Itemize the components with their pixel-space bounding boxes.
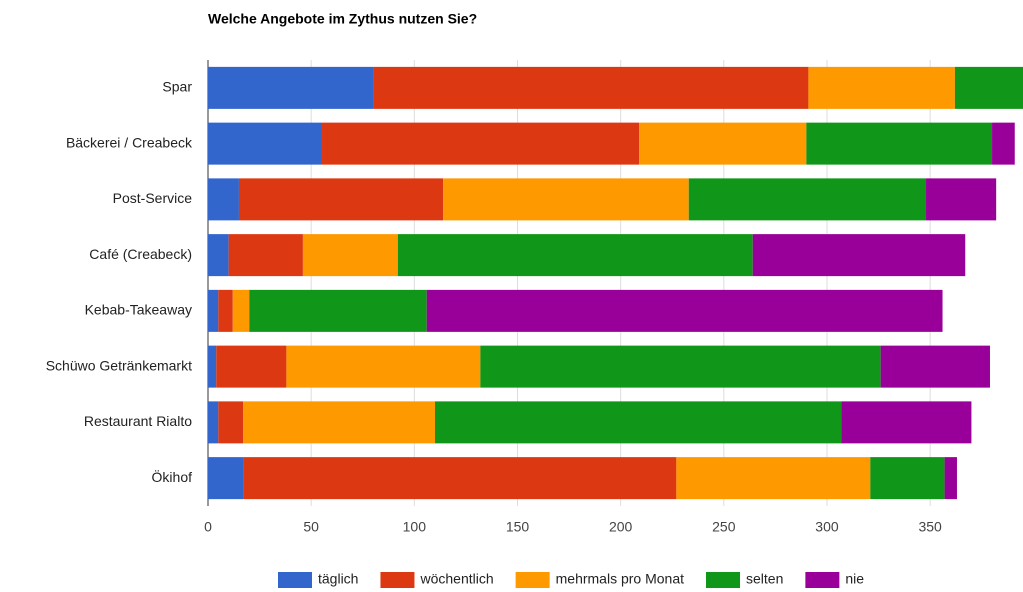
bar-segment: [752, 234, 966, 277]
bar-segment: [208, 401, 219, 444]
bar-segment: [208, 345, 217, 388]
x-tick-label: 250: [712, 519, 736, 535]
x-tick-label: 0: [204, 519, 212, 535]
legend-swatch: [515, 572, 550, 588]
bar-segment: [808, 66, 955, 109]
bar-segment: [208, 457, 244, 500]
bar-segment: [218, 289, 233, 332]
x-tick-label: 100: [403, 519, 427, 535]
x-tick-label: 200: [609, 519, 633, 535]
bar-segment: [944, 457, 957, 500]
bar-segment: [243, 401, 435, 444]
bar-segment: [880, 345, 990, 388]
y-tick-label: Post-Service: [113, 190, 193, 206]
bar-segment: [249, 289, 427, 332]
bar-segment: [228, 234, 303, 277]
bar-segment: [688, 178, 927, 221]
legend-swatch: [380, 572, 415, 588]
bar-segment: [426, 289, 943, 332]
y-tick-label: Spar: [162, 79, 192, 95]
bar-segment: [321, 122, 640, 165]
bar-segment: [218, 401, 244, 444]
bar-segment: [434, 401, 842, 444]
bar-segment: [243, 457, 677, 500]
x-tick-label: 300: [815, 519, 839, 535]
bar-segment: [841, 401, 972, 444]
x-tick-label: 50: [303, 519, 319, 535]
legend-label: selten: [746, 571, 783, 587]
bar-segment: [397, 234, 753, 277]
y-tick-label: Bäckerei / Creabeck: [66, 134, 193, 150]
y-tick-label: Schüwo Getränkemarkt: [46, 357, 192, 373]
bar-segment: [806, 122, 993, 165]
legend-label: nie: [845, 571, 864, 587]
legend-swatch: [278, 572, 312, 588]
bar-segment: [443, 178, 689, 221]
bar-segment: [870, 457, 945, 500]
bar-segment: [208, 289, 219, 332]
y-tick-label: Ökihof: [152, 468, 193, 485]
legend-label: täglich: [318, 571, 358, 587]
y-tick-label: Café (Creabeck): [89, 246, 192, 262]
y-tick-label: Kebab-Takeaway: [85, 302, 192, 318]
bar-segment: [216, 345, 287, 388]
bar-segment: [676, 457, 871, 500]
y-tick-label: Restaurant Rialto: [84, 413, 192, 429]
legend-label: mehrmals pro Monat: [556, 571, 684, 587]
bar-segment: [373, 66, 809, 109]
bar-segment: [926, 178, 997, 221]
bar-segment: [208, 234, 229, 277]
bar-segment: [286, 345, 481, 388]
bar-segment: [208, 178, 239, 221]
bar-segment: [954, 66, 1023, 109]
bar-segment: [639, 122, 807, 165]
bar-segment: [208, 66, 374, 109]
bar-segment: [302, 234, 398, 277]
legend-swatch: [706, 572, 741, 588]
x-tick-label: 150: [506, 519, 530, 535]
chart-title: Welche Angebote im Zythus nutzen Sie?: [208, 11, 477, 27]
bar-segment: [480, 345, 881, 388]
bar-segment: [992, 122, 1015, 165]
bar-segment: [208, 122, 322, 165]
bar-segment: [232, 289, 250, 332]
x-tick-label: 350: [918, 519, 942, 535]
bar-segment: [238, 178, 444, 221]
legend-swatch: [805, 572, 840, 588]
legend-label: wöchentlich: [419, 571, 493, 587]
